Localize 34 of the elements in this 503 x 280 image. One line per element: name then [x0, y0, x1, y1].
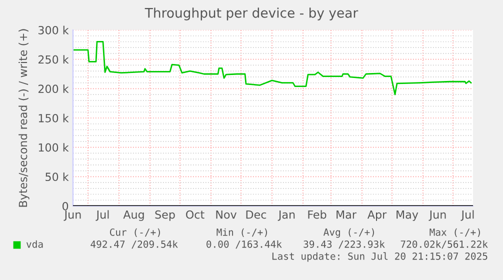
y-tick-label: 300 k: [38, 26, 69, 34]
legend-label: vda: [26, 240, 43, 248]
text: Cur (-/+): [110, 228, 160, 237]
y-axis-title: Bytes/second read (-) / write (+): [18, 29, 30, 207]
y-tick-label: 0: [62, 202, 68, 210]
text: Avg (-/+): [324, 228, 374, 238]
text: Min (-/+): [216, 228, 267, 237]
y-tick-label: 250 k: [38, 55, 69, 64]
x-tick-label: Feb: [308, 210, 326, 219]
text: Max (-/+): [430, 228, 480, 237]
text: 39.43 /223.93k: [304, 240, 385, 249]
text: Last update: Sun Jul 20 21:15:07 2025: [272, 252, 488, 262]
x-tick-label: May: [396, 210, 418, 221]
x-tick-label: Jan: [278, 210, 295, 221]
x-tick-label: Jun: [64, 210, 81, 221]
x-tick-label: Apr: [367, 210, 387, 221]
x-tick-label: Dec: [246, 210, 266, 219]
x-tick-label: Oct: [186, 210, 204, 219]
x-tick-label: Jun: [428, 210, 446, 221]
x-tick-label: Aug: [123, 210, 144, 221]
line-series: [73, 41, 472, 96]
text: 0.00 /163.44k: [206, 240, 282, 249]
y-tick-label: 200 k: [38, 84, 69, 94]
x-tick-label: Mar: [336, 210, 356, 219]
chart-title: Throughput per device - by year: [144, 8, 358, 20]
y-tick-label: 50 k: [46, 172, 69, 182]
x-tick-label: Nov: [216, 210, 237, 219]
y-tick-label: 150 k: [38, 114, 69, 122]
x-tick-label: Jul: [460, 210, 474, 221]
x-tick-label: Sep: [155, 210, 175, 221]
text: 720.02k/561.22k: [400, 240, 488, 249]
x-tick-label: Jul: [96, 210, 109, 221]
y-tick-label: 100 k: [38, 143, 69, 152]
text: 492.47 /209.54k: [90, 240, 178, 249]
